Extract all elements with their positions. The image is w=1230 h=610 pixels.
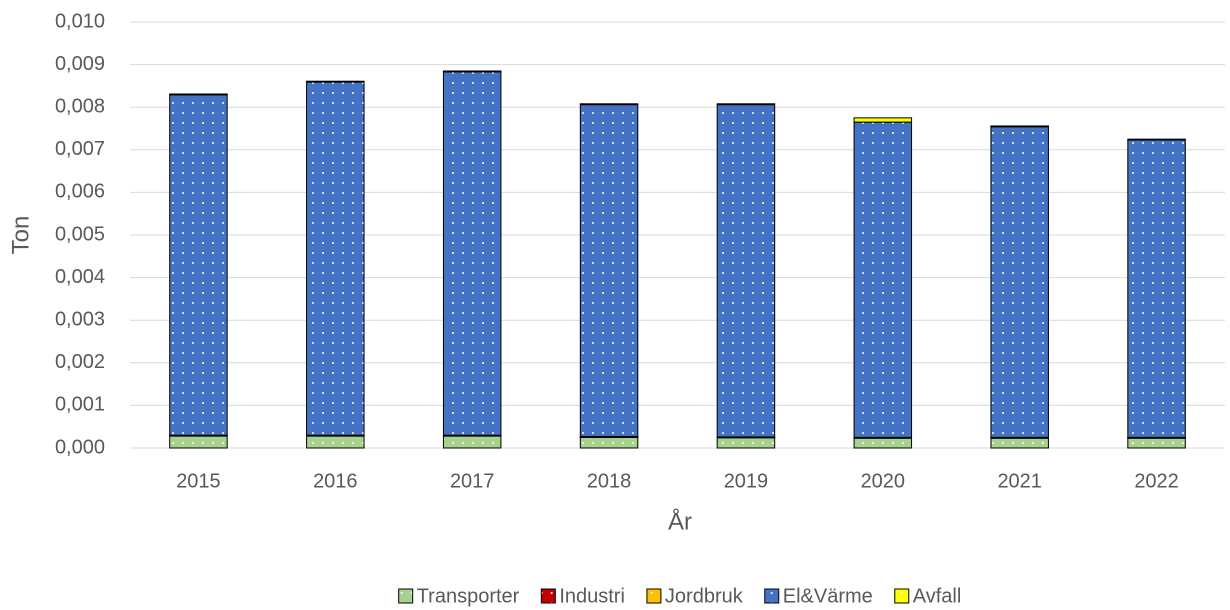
bar-segment [169,435,228,449]
bar-segment [579,436,639,449]
bar-segment [442,435,502,449]
y-tick-label: 0,000 [55,436,105,458]
bar-segment [306,80,365,83]
bar-segment [990,125,1049,128]
bar-segment [1127,437,1186,449]
y-tick-label: 0,007 [55,138,105,160]
y-tick-label: 0,006 [55,181,105,203]
bar-segment [169,93,228,96]
y-tick-label: 0,002 [55,351,105,373]
bar-segment [853,437,913,449]
legend-label: Transporter [417,585,520,607]
bar-segment [716,437,776,449]
legend-label: Industri [559,585,625,607]
bar-segment [442,70,502,73]
bar-segment [853,121,913,438]
x-tick-label: 2016 [313,470,358,492]
y-axis-title: Ton [7,216,34,255]
y-tick-label: 0,003 [55,308,105,330]
bar-segment [1127,139,1186,438]
bar-segment [1127,138,1186,141]
legend-swatch [540,588,556,604]
legend-label: Avfall [913,585,962,607]
bar-segment [306,81,365,436]
bar-segment [716,103,776,106]
legend-label: Jordbruk [665,585,744,607]
bar-segment [990,437,1049,449]
bar-segment [579,104,639,437]
y-tick-label: 0,010 [55,10,105,32]
x-axis-title: År [668,507,692,535]
x-tick-label: 2020 [861,470,906,492]
legend-swatch [894,588,910,604]
y-tick-label: 0,004 [55,266,105,288]
bar-segment [579,103,639,106]
bar-segment [442,71,502,436]
legend-swatch [764,588,780,604]
x-tick-label: 2022 [1134,470,1179,492]
bar-segment [306,435,365,449]
y-tick-label: 0,005 [55,223,105,245]
x-tick-label: 2018 [587,470,632,492]
legend-label: El&Värme [783,585,873,607]
legend-swatch [398,588,414,604]
x-tick-label: 2015 [176,470,221,492]
y-tick-label: 0,001 [55,394,105,416]
bar-segment [990,126,1049,438]
x-tick-label: 2021 [997,470,1042,492]
bar-segment [169,94,228,436]
legend-swatch [646,588,662,604]
legend: Transporter Industri Jordbruk El&Värme Avfal… [398,585,962,607]
bar-segment [853,117,913,123]
bar-segment [716,104,776,438]
y-tick-label: 0,008 [55,95,105,117]
x-tick-label: 2019 [724,470,769,492]
x-tick-label: 2017 [450,470,495,492]
y-tick-label: 0,009 [55,53,105,75]
